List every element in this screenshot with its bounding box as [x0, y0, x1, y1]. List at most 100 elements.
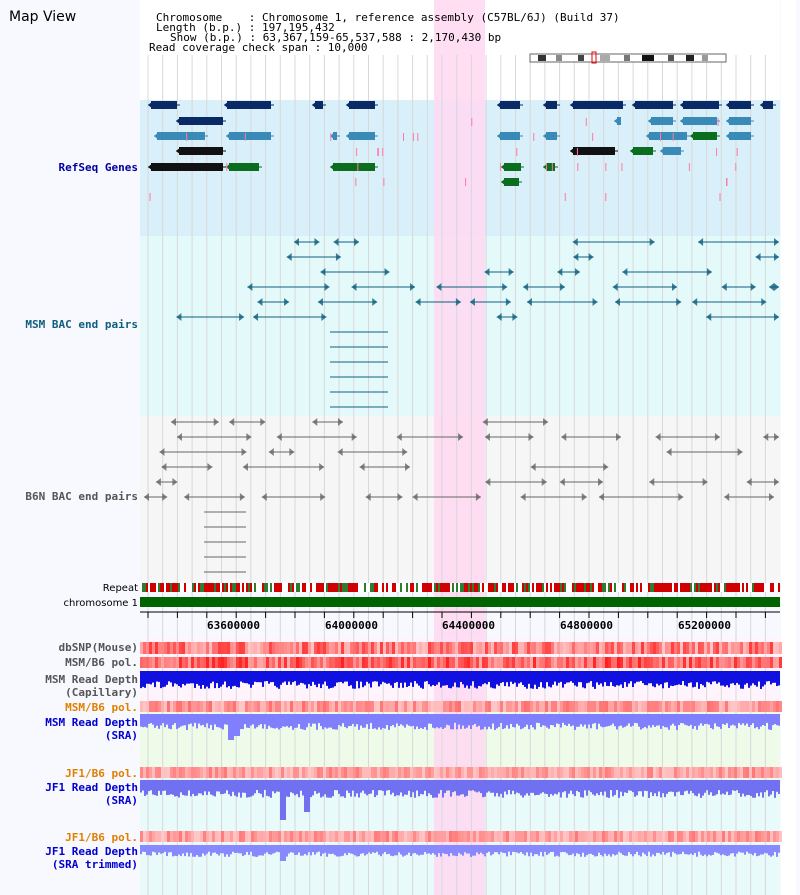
read-depth-bar	[226, 845, 228, 855]
repeat-segment	[448, 583, 450, 592]
repeat-segment	[336, 583, 338, 592]
read-depth-bar	[472, 714, 474, 726]
track-label-jf1-b6-pol[interactable]: JF1/B6 pol.	[65, 767, 138, 780]
read-depth-bar	[158, 714, 160, 729]
polymorphism-strip	[233, 701, 236, 712]
polymorphism-strip	[542, 831, 545, 842]
repeat-segment	[670, 583, 672, 592]
repeat-segment	[324, 583, 326, 592]
repeat-segment	[656, 583, 658, 592]
polymorphism-strip	[584, 657, 587, 668]
track-label-refseq[interactable]: RefSeq Genes	[58, 161, 138, 174]
read-depth-bar	[168, 671, 170, 682]
read-depth-bar	[562, 714, 564, 723]
polymorphism-strip	[248, 657, 251, 668]
polymorphism-strip	[218, 831, 221, 842]
polymorphism-strip	[605, 701, 608, 712]
polymorphism-strip	[248, 831, 251, 842]
polymorphism-strip	[698, 701, 701, 712]
read-depth-bar	[546, 671, 548, 683]
track-label-msm-b6-pol-2[interactable]: MSM/B6 pol.	[65, 701, 138, 714]
msm-bac-pair-end	[523, 283, 529, 291]
read-depth-bar	[768, 714, 770, 730]
read-depth-bar	[684, 671, 686, 686]
polymorphism-strip	[245, 767, 248, 778]
polymorphism-strip	[161, 767, 164, 778]
polymorphism-strip	[752, 767, 755, 778]
polymorphism-strip	[281, 831, 284, 842]
read-depth-bar	[568, 671, 570, 683]
polymorphism-strip	[701, 642, 704, 654]
read-depth-bar	[414, 845, 416, 854]
b6n-bac-pair-end	[359, 463, 365, 471]
read-depth-bar	[228, 780, 230, 795]
read-depth-bar	[612, 780, 614, 797]
polymorphism-strip	[212, 657, 215, 668]
polymorphism-strip	[647, 767, 650, 778]
track-label-msm-bac[interactable]: MSM BAC end pairs	[25, 318, 138, 331]
polymorphism-strip	[596, 831, 599, 842]
track-label-jf1-depth-sra[interactable]: JF1 Read Depth (SRA)	[45, 781, 138, 807]
read-depth-bar	[504, 845, 506, 854]
polymorphism-strip	[386, 701, 389, 712]
read-depth-bar	[508, 671, 510, 687]
polymorphism-strip	[398, 657, 401, 668]
read-depth-bar	[666, 845, 668, 853]
read-depth-bar	[268, 845, 270, 855]
polymorphism-strip	[707, 642, 710, 654]
polymorphism-strip	[659, 831, 662, 842]
track-label-msm-b6-pol[interactable]: MSM/B6 pol.	[65, 656, 138, 669]
polymorphism-strip	[203, 767, 206, 778]
read-depth-bar	[344, 780, 346, 798]
polymorphism-strip	[368, 701, 371, 712]
repeat-segment	[198, 583, 200, 592]
refseq-gene	[663, 147, 681, 155]
polymorphism-strip	[731, 767, 734, 778]
track-label-jf1-b6-pol-2[interactable]: JF1/B6 pol.	[65, 831, 138, 844]
read-depth-bar	[162, 714, 164, 724]
read-depth-bar	[354, 671, 356, 689]
polymorphism-strip	[755, 831, 758, 842]
polymorphism-strip	[476, 657, 479, 668]
read-depth-bar	[496, 714, 498, 729]
track-label-dbsnp[interactable]: dbSNP(Mouse)	[58, 641, 138, 654]
polymorphism-strip	[275, 657, 278, 668]
repeat-segment	[502, 583, 504, 592]
polymorphism-strip	[434, 701, 437, 712]
read-depth-bar	[184, 845, 186, 857]
read-depth-bar	[738, 780, 740, 794]
repeat-segment	[422, 583, 424, 592]
read-depth-bar	[622, 780, 624, 797]
read-depth-bar	[674, 671, 676, 686]
read-depth-bar	[734, 671, 736, 686]
track-label-msm-depth-sra[interactable]: MSM Read Depth (SRA)	[45, 716, 138, 742]
read-depth-bar	[720, 845, 722, 856]
read-depth-bar	[572, 845, 574, 854]
polymorphism-strip	[692, 767, 695, 778]
polymorphism-strip	[620, 657, 623, 668]
polymorphism-strip	[341, 642, 344, 654]
polymorphism-strip	[356, 767, 359, 778]
track-label-b6n-bac[interactable]: B6N BAC end pairs	[25, 490, 138, 503]
read-depth-bar	[578, 671, 580, 683]
read-depth-bar	[252, 671, 254, 685]
read-depth-bar	[422, 714, 424, 729]
axis-tick-label: 64400000	[442, 619, 495, 632]
polymorphism-strip	[275, 642, 278, 654]
read-depth-bar	[722, 780, 724, 794]
polymorphism-strip	[392, 642, 395, 654]
read-depth-bar	[764, 714, 766, 726]
polymorphism-strip	[200, 831, 203, 842]
read-depth-bar	[564, 671, 566, 685]
track-label-msm-depth-capillary[interactable]: MSM Read Depth (Capillary)	[45, 673, 138, 699]
b6n-bac-pair-end	[482, 418, 488, 426]
refseq-gene-arrow	[176, 117, 181, 125]
polymorphism-strip	[293, 767, 296, 778]
polymorphism-strip	[371, 657, 374, 668]
read-depth-bar	[330, 671, 332, 688]
read-depth-bar	[542, 780, 544, 793]
track-label-jf1-depth-trimmed[interactable]: JF1 Read Depth (SRA trimmed)	[45, 845, 138, 871]
repeat-segment	[302, 583, 304, 592]
polymorphism-strip	[368, 767, 371, 778]
